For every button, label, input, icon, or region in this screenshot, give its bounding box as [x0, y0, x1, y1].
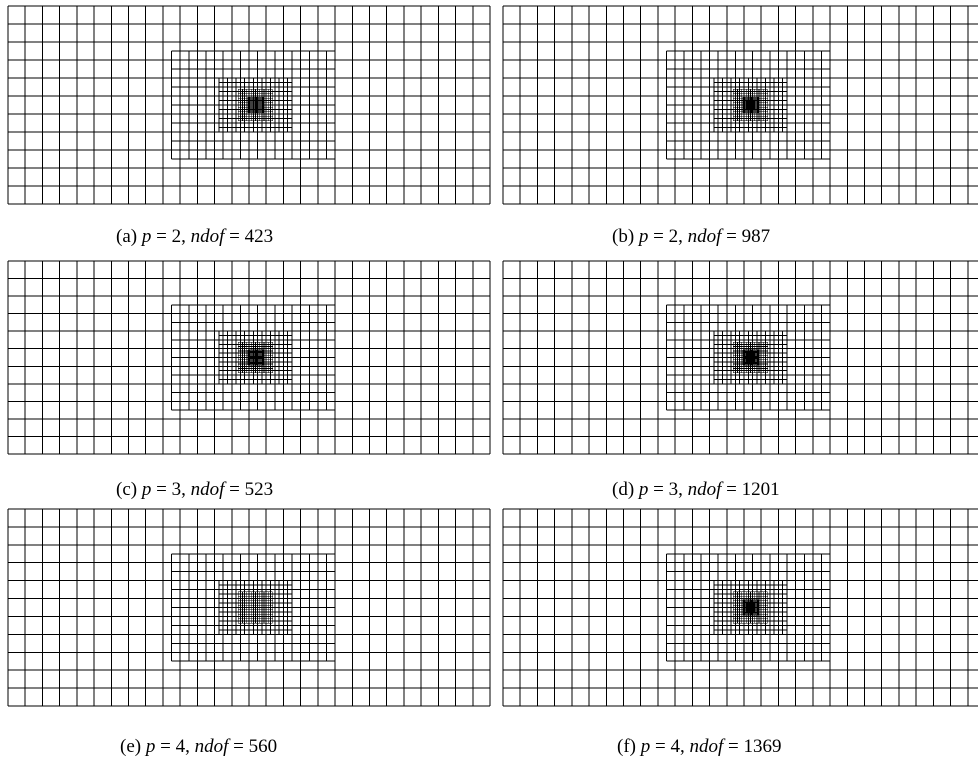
p-value: 2	[171, 226, 182, 247]
mesh-grid-f	[502, 508, 978, 707]
caption-d: (d) p = 3, ndof = 1201	[612, 479, 780, 501]
mesh-panel-a	[7, 5, 491, 205]
ndof-symbol: ndof	[194, 736, 229, 757]
ndof-value: 560	[248, 736, 278, 757]
equals: =	[650, 736, 671, 757]
separator: ,	[678, 479, 688, 500]
caption-a: (a) p = 2, ndof = 423	[116, 226, 273, 248]
separator: ,	[679, 736, 690, 757]
caption-f: (f) p = 4, ndof = 1369	[617, 736, 781, 758]
ndof-symbol: ndof	[190, 479, 225, 500]
p-value: 2	[668, 226, 679, 247]
equals: =	[723, 736, 744, 757]
caption-tag: (a)	[116, 226, 138, 247]
equals: =	[224, 479, 245, 500]
ndof-value: 1201	[741, 479, 780, 500]
caption-tag: (e)	[120, 736, 142, 757]
mesh-grid-d	[502, 260, 978, 455]
ndof-value: 1369	[743, 736, 782, 757]
mesh-panel-c	[7, 260, 491, 455]
mesh-panel-d	[502, 260, 978, 455]
p-symbol: p	[638, 479, 649, 500]
p-symbol: p	[640, 736, 651, 757]
p-value: 3	[668, 479, 679, 500]
equals: =	[721, 226, 742, 247]
mesh-panel-b	[502, 5, 978, 205]
caption-tag: (b)	[612, 226, 635, 247]
p-symbol: p	[141, 226, 152, 247]
equals: =	[721, 479, 742, 500]
p-value: 3	[171, 479, 182, 500]
equals: =	[151, 226, 172, 247]
equals: =	[155, 736, 176, 757]
p-value: 4	[670, 736, 680, 757]
ndof-symbol: ndof	[687, 479, 722, 500]
ndof-value: 987	[741, 226, 771, 247]
equals: =	[224, 226, 245, 247]
separator: ,	[181, 479, 191, 500]
caption-e: (e) p = 4, ndof = 560	[120, 736, 277, 758]
equals: =	[648, 226, 669, 247]
ndof-symbol: ndof	[689, 736, 724, 757]
equals: =	[151, 479, 172, 500]
equals: =	[228, 736, 249, 757]
p-value: 4	[175, 736, 186, 757]
caption-b: (b) p = 2, ndof = 987	[612, 226, 770, 248]
p-symbol: p	[141, 479, 152, 500]
ndof-value: 423	[244, 226, 274, 247]
mesh-grid-a	[7, 5, 491, 205]
mesh-panel-f	[502, 508, 978, 707]
caption-tag: (c)	[116, 479, 138, 500]
separator: ,	[678, 226, 688, 247]
mesh-grid-e	[7, 508, 491, 707]
p-symbol: p	[145, 736, 156, 757]
p-symbol: p	[638, 226, 649, 247]
ndof-symbol: ndof	[190, 226, 225, 247]
caption-tag: (f)	[617, 736, 636, 757]
mesh-panel-e	[7, 508, 491, 707]
ndof-value: 523	[244, 479, 274, 500]
separator: ,	[185, 736, 195, 757]
caption-tag: (d)	[612, 479, 635, 500]
mesh-grid-c	[7, 260, 491, 455]
caption-c: (c) p = 3, ndof = 523	[116, 479, 273, 501]
equals: =	[648, 479, 669, 500]
mesh-grid-b	[502, 5, 978, 205]
separator: ,	[181, 226, 191, 247]
ndof-symbol: ndof	[687, 226, 722, 247]
